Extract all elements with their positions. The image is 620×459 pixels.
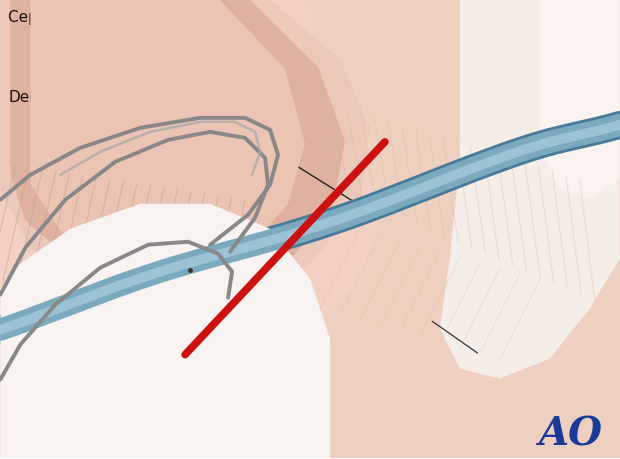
Polygon shape xyxy=(1,204,330,459)
Text: Cephalic vein: Cephalic vein xyxy=(8,11,368,210)
Polygon shape xyxy=(440,0,619,379)
Text: AO: AO xyxy=(538,415,601,453)
Text: Deltoid: Deltoid xyxy=(8,90,188,268)
Polygon shape xyxy=(11,0,345,289)
Text: Pectoralis
major: Pectoralis major xyxy=(170,151,247,386)
Polygon shape xyxy=(1,0,370,308)
Polygon shape xyxy=(540,0,619,199)
Polygon shape xyxy=(30,0,305,264)
Polygon shape xyxy=(290,0,619,459)
